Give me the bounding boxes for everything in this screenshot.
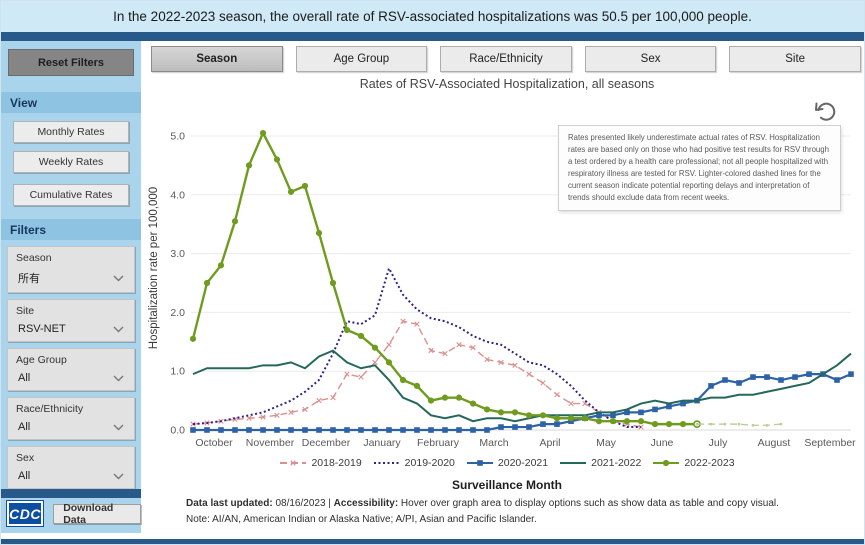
svg-text:November: November bbox=[246, 437, 295, 449]
legend-marker-icon bbox=[373, 462, 400, 464]
legend-label: 2020-2021 bbox=[497, 457, 549, 469]
sidebar-navy-strip bbox=[1, 489, 141, 498]
race-ethnicity-select[interactable]: All bbox=[16, 421, 126, 433]
svg-text:August: August bbox=[758, 437, 791, 449]
svg-text:September: September bbox=[804, 437, 856, 449]
legend-label: 2019-2020 bbox=[404, 457, 455, 469]
tab-season[interactable]: Season bbox=[151, 46, 283, 72]
legend-item-2020-2021[interactable]: 2020-2021 bbox=[466, 457, 548, 469]
svg-text:March: March bbox=[479, 437, 508, 449]
age-group-select-value: All bbox=[18, 372, 31, 384]
chevron-down-icon bbox=[113, 375, 124, 381]
svg-text:3.0: 3.0 bbox=[170, 248, 185, 260]
tab-age-group[interactable]: Age Group bbox=[295, 46, 428, 72]
chart-note-text: Rates presented likely underestimate act… bbox=[568, 133, 829, 203]
svg-text:January: January bbox=[363, 437, 401, 449]
age-group-select[interactable]: All bbox=[16, 372, 126, 384]
cdc-logo[interactable]: CDC bbox=[5, 500, 45, 527]
race-ethnicity-select-value: All bbox=[18, 421, 31, 433]
reset-filters-button[interactable]: Reset Filters bbox=[8, 49, 134, 76]
chevron-down-icon bbox=[113, 275, 124, 281]
legend-label: 2018-2019 bbox=[311, 457, 362, 469]
footer-line1: Data last updated: 08/16/2023 | Accessib… bbox=[186, 498, 779, 509]
tab-site[interactable]: Site bbox=[729, 46, 861, 72]
chevron-down-icon bbox=[113, 424, 124, 430]
svg-text:May: May bbox=[596, 437, 617, 449]
weekly-rates-button[interactable]: Weekly Rates bbox=[13, 151, 129, 173]
legend-item-2022-2023[interactable]: 2022-2023 bbox=[652, 457, 735, 469]
svg-text:1.0: 1.0 bbox=[170, 366, 185, 378]
rsv-rates-chart[interactable]: 0.0 1.0 2.0 3.0 4.0 5.0 October November Decembe… bbox=[151, 99, 863, 453]
sidebar: Reset Filters View Monthly Rates Weekly … bbox=[1, 41, 141, 533]
age-group-filter-card: Age Group All bbox=[7, 348, 135, 391]
site-filter-label: Site bbox=[16, 305, 35, 317]
svg-text:February: February bbox=[417, 437, 460, 449]
svg-text:4.0: 4.0 bbox=[170, 189, 185, 201]
svg-text:2.0: 2.0 bbox=[170, 307, 185, 319]
svg-text:October: October bbox=[195, 437, 233, 449]
site-select-value: RSV-NET bbox=[18, 323, 66, 335]
legend-item-2019-2020[interactable]: 2019-2020 bbox=[373, 457, 455, 469]
svg-text:0.0: 0.0 bbox=[170, 425, 185, 437]
undo-icon[interactable] bbox=[813, 99, 839, 125]
svg-text:December: December bbox=[302, 437, 351, 449]
cumulative-rates-button[interactable]: Cumulative Rates bbox=[13, 184, 129, 206]
chart-legend: 2018-2019 2019-2020 2020-2021 2021-2022 2022… bbox=[151, 457, 863, 469]
legend-marker-icon bbox=[280, 460, 307, 466]
season-select[interactable]: 所有 bbox=[16, 270, 126, 286]
legend-label: 2021-2022 bbox=[591, 457, 642, 469]
bottom-navy-bar bbox=[1, 539, 864, 544]
svg-text:June: June bbox=[651, 437, 674, 449]
category-tabs: Season Age Group Race/Ethnicity Sex Site bbox=[151, 46, 861, 72]
sex-filter-card: Sex All bbox=[7, 446, 135, 489]
view-section-header: View bbox=[1, 92, 141, 113]
season-filter-label: Season bbox=[16, 252, 52, 264]
summary-banner: In the 2022-2023 season, the overall rat… bbox=[1, 1, 864, 32]
race-ethnicity-filter-card: Race/Ethnicity All bbox=[7, 397, 135, 440]
legend-marker-icon bbox=[560, 462, 587, 464]
svg-text:5.0: 5.0 bbox=[170, 131, 185, 143]
chart-note-box: Rates presented likely underestimate act… bbox=[558, 125, 841, 212]
chevron-down-icon bbox=[113, 473, 124, 479]
footer-line2: Note: AI/AN, American Indian or Alaska N… bbox=[186, 513, 537, 525]
tab-race-ethnicity[interactable]: Race/Ethnicity bbox=[440, 46, 572, 72]
tab-sex[interactable]: Sex bbox=[584, 46, 717, 72]
site-filter-card: Site RSV-NET bbox=[7, 299, 135, 342]
sidebar-footer: CDC Download Data bbox=[1, 500, 141, 527]
race-ethnicity-filter-label: Race/Ethnicity bbox=[16, 403, 84, 415]
legend-marker-icon bbox=[653, 459, 680, 467]
site-select[interactable]: RSV-NET bbox=[16, 323, 126, 335]
x-axis-label: Surveillance Month bbox=[451, 478, 563, 492]
legend-label: 2022-2023 bbox=[684, 457, 735, 469]
legend-marker-icon bbox=[466, 460, 493, 466]
download-data-button[interactable]: Download Data bbox=[53, 502, 141, 526]
sex-select[interactable]: All bbox=[16, 470, 126, 482]
sex-select-value: All bbox=[18, 470, 31, 482]
filters-section-header: Filters bbox=[1, 219, 141, 240]
sex-filter-label: Sex bbox=[16, 452, 35, 464]
monthly-rates-button[interactable]: Monthly Rates bbox=[13, 121, 129, 143]
svg-text:April: April bbox=[539, 437, 560, 449]
top-navy-bar bbox=[1, 32, 864, 41]
season-select-value: 所有 bbox=[18, 273, 40, 285]
footer-notes: Data last updated: 08/16/2023 | Accessib… bbox=[186, 496, 851, 527]
chart-title: Rates of RSV-Associated Hospitalization,… bbox=[359, 77, 655, 91]
season-filter-card: Season 所有 bbox=[7, 246, 135, 293]
legend-item-2018-2019[interactable]: 2018-2019 bbox=[279, 457, 362, 469]
svg-text:July: July bbox=[709, 437, 728, 449]
summary-banner-text: In the 2022-2023 season, the overall rat… bbox=[113, 9, 752, 24]
age-group-filter-label: Age Group bbox=[16, 354, 67, 366]
legend-item-2021-2022[interactable]: 2021-2022 bbox=[559, 457, 641, 469]
chevron-down-icon bbox=[113, 326, 124, 332]
